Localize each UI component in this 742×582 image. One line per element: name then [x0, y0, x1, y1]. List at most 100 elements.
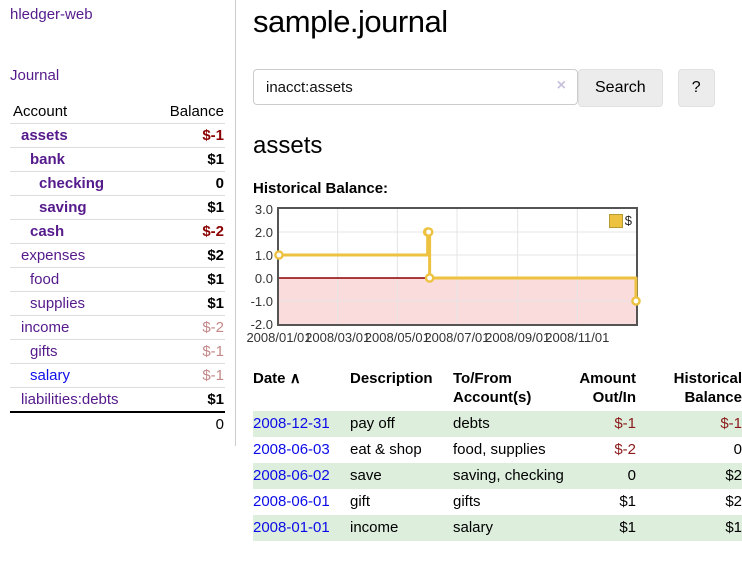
transaction-accounts: saving, checking [453, 467, 564, 484]
account-link-checking[interactable]: checking [39, 175, 105, 192]
transaction-amount: $-2 [614, 441, 636, 458]
balance-column-header: Historical Balance [673, 370, 742, 406]
accounts-total-value: 0 [149, 411, 225, 436]
account-row-expenses: expenses $2 [10, 243, 225, 268]
transaction-date-link[interactable]: 2008-12-31 [253, 415, 330, 432]
account-link-cash[interactable]: cash [30, 223, 65, 240]
account-link-supplies[interactable]: supplies [30, 295, 86, 312]
register-row: 2008-01-01 income salary $1 $1 [253, 515, 742, 541]
nav-journal-link[interactable]: Journal [10, 67, 60, 84]
account-row-liabilities-debts: liabilities:debts $1 [10, 387, 225, 412]
transaction-amount: $-1 [614, 415, 636, 432]
account-balance: $1 [149, 291, 225, 316]
help-button[interactable]: ? [677, 69, 715, 107]
account-link-expenses[interactable]: expenses [21, 247, 86, 264]
account-balance: 0 [149, 171, 225, 196]
nav-journal: Journal [10, 67, 225, 84]
transaction-date-link[interactable]: 2008-06-01 [253, 493, 330, 510]
description-column-header: Description [350, 370, 433, 387]
brand: hledger-web [10, 6, 225, 23]
account-link-income[interactable]: income [21, 319, 70, 336]
account-link-gifts[interactable]: gifts [30, 343, 58, 360]
y-tick-label: -2.0 [250, 316, 273, 332]
accounts-column-header: To/From Account(s) [453, 370, 532, 406]
balance-chart: $ 3.0 2.0 1.0 0.0 -1.0 -2.0 2008/01/01 2008/03… [246, 202, 742, 346]
sidebar: hledger-web Journal Account Balance asse… [0, 0, 236, 446]
account-balance: $1 [149, 195, 225, 220]
transaction-accounts: salary [453, 519, 494, 536]
page: hledger-web Journal Account Balance asse… [0, 0, 742, 541]
x-tick-label: 2008/03/01 [305, 330, 371, 345]
transaction-date-link[interactable]: 2008-06-02 [253, 467, 330, 484]
account-column-header: Account [13, 103, 68, 120]
y-tick-label: 3.0 [254, 201, 273, 217]
transaction-amount: 0 [627, 467, 636, 484]
account-row-saving: saving $1 [10, 195, 225, 220]
account-link-food[interactable]: food [30, 271, 60, 288]
transaction-date-link[interactable]: 2008-01-01 [253, 519, 330, 536]
sort-asc-icon: ∧ [289, 370, 301, 387]
account-row-gifts: gifts $-1 [10, 339, 225, 364]
account-row-supplies: supplies $1 [10, 291, 225, 316]
search-box: × [253, 69, 578, 105]
transaction-balance: $2 [725, 467, 742, 484]
transaction-description: income [350, 519, 399, 536]
account-balance: $1 [149, 267, 225, 292]
account-title: assets [253, 132, 323, 159]
account-balance: $1 [149, 387, 225, 412]
account-row-assets: assets $-1 [10, 123, 225, 148]
account-link-saving[interactable]: saving [39, 199, 87, 216]
transaction-balance: 0 [733, 441, 742, 458]
x-tick-label: 2008/09/01 [485, 330, 551, 345]
date-column-header[interactable]: Date ∧ [253, 370, 301, 387]
register-row: 2008-12-31 pay off debts $-1 $-1 [253, 411, 742, 437]
transaction-balance: $-1 [720, 415, 742, 432]
transaction-amount: $1 [619, 519, 636, 536]
account-link-salary[interactable]: salary [30, 367, 71, 384]
account-link-liabilities-debts[interactable]: liabilities:debts [21, 391, 119, 408]
account-row-cash: cash $-2 [10, 219, 225, 244]
x-tick-label: 2008/01/01 [246, 330, 312, 345]
chart-label: Historical Balance: [253, 180, 389, 197]
transaction-amount: $1 [619, 493, 636, 510]
transaction-description: eat & shop [350, 441, 422, 458]
account-link-assets[interactable]: assets [21, 127, 68, 144]
account-balance: $-1 [149, 123, 225, 148]
accounts-table: Account Balance assets $-1 bank $1 check… [10, 101, 225, 436]
legend-label: $ [624, 213, 632, 228]
transaction-balance: $2 [725, 493, 742, 510]
account-link-bank[interactable]: bank [30, 151, 66, 168]
brand-link[interactable]: hledger-web [10, 6, 93, 23]
account-balance: $-2 [149, 219, 225, 244]
transaction-description: pay off [350, 415, 395, 432]
register-row: 2008-06-01 gift gifts $1 $2 [253, 489, 742, 515]
accounts-total-row: 0 [10, 411, 225, 436]
register-row: 2008-06-02 save saving, checking 0 $2 [253, 463, 742, 489]
register-table: Date ∧ Description To/From Account(s) Am… [253, 369, 742, 541]
transaction-accounts: gifts [453, 493, 481, 510]
y-tick-label: 2.0 [254, 224, 273, 240]
accounts-table-header: Account Balance [10, 101, 225, 124]
account-balance: $1 [149, 147, 225, 172]
account-balance: $-1 [149, 339, 225, 364]
clear-search-icon[interactable]: × [556, 77, 566, 94]
account-row-salary: salary $-1 [10, 363, 225, 388]
account-row-food: food $1 [10, 267, 225, 292]
y-tick-label: 1.0 [254, 247, 273, 263]
account-balance: $-2 [149, 315, 225, 340]
page-title: sample.journal [253, 4, 448, 39]
account-row-income: income $-2 [10, 315, 225, 340]
balance-column-header: Balance [169, 103, 224, 120]
amount-column-header: Amount Out/In [579, 370, 636, 406]
x-tick-label: 2008/05/01 [364, 330, 430, 345]
transaction-accounts: debts [453, 415, 490, 432]
search-input[interactable] [253, 69, 578, 105]
transaction-date-link[interactable]: 2008-06-03 [253, 441, 330, 458]
x-tick-label: 2008/11/01 [545, 330, 610, 345]
register-row: 2008-06-03 eat & shop food, supplies $-2… [253, 437, 742, 463]
transaction-accounts: food, supplies [453, 441, 546, 458]
search-button[interactable]: Search [578, 69, 663, 107]
x-tick-label: 2008/07/01 [424, 330, 490, 345]
chart-legend: $ [608, 213, 632, 228]
legend-swatch-icon [608, 213, 623, 228]
